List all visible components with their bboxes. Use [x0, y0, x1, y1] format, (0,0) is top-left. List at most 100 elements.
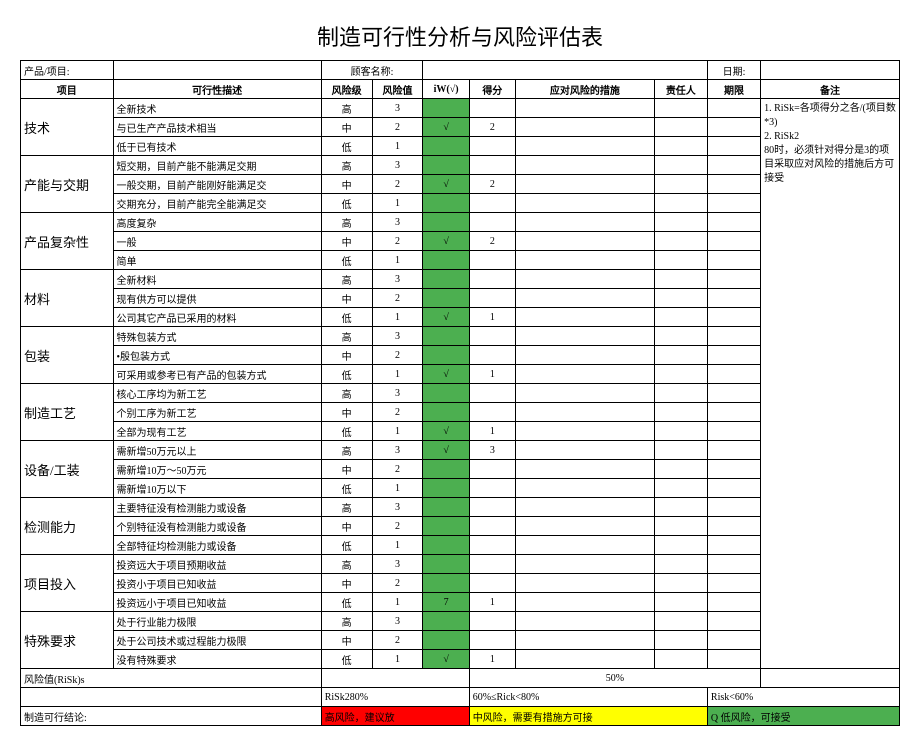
risk-value-cell: 3	[372, 270, 423, 289]
deadline-cell	[707, 308, 760, 327]
deadline-cell	[707, 270, 760, 289]
check-cell	[423, 346, 469, 365]
check-cell	[423, 555, 469, 574]
measures-cell	[515, 441, 654, 460]
desc-cell: 一般	[113, 232, 321, 251]
owner-cell	[654, 194, 707, 213]
check-cell	[423, 251, 469, 270]
risk-level-cell: 低	[321, 422, 372, 441]
owner-cell	[654, 175, 707, 194]
group-name: 设备/工装	[21, 441, 114, 498]
risk-value-cell: 3	[372, 441, 423, 460]
check-cell	[423, 156, 469, 175]
risk-value-cell: 3	[372, 555, 423, 574]
measures-cell	[515, 327, 654, 346]
deadline-cell	[707, 403, 760, 422]
measures-cell	[515, 346, 654, 365]
col-desc: 可行性描述	[113, 80, 321, 99]
score-cell	[469, 536, 515, 555]
risk-value-cell: 3	[372, 213, 423, 232]
deadline-cell	[707, 194, 760, 213]
score-cell	[469, 194, 515, 213]
desc-cell: 现有供方可以提供	[113, 289, 321, 308]
check-cell	[423, 498, 469, 517]
check-cell	[423, 289, 469, 308]
owner-cell	[654, 156, 707, 175]
check-cell	[423, 137, 469, 156]
desc-cell: 与已生产产品技术相当	[113, 118, 321, 137]
deadline-cell	[707, 289, 760, 308]
owner-cell	[654, 213, 707, 232]
conclusion-row: 制造可行结论: 高风险，建议放 中风险，需要有措施方可接 Q 低风险，可接受	[21, 707, 900, 726]
owner-cell	[654, 422, 707, 441]
deadline-cell	[707, 327, 760, 346]
check-cell	[423, 460, 469, 479]
col-owner: 责任人	[654, 80, 707, 99]
desc-cell: 简单	[113, 251, 321, 270]
check-cell	[423, 612, 469, 631]
owner-cell	[654, 441, 707, 460]
owner-cell	[654, 517, 707, 536]
measures-cell	[515, 175, 654, 194]
owner-cell	[654, 346, 707, 365]
owner-cell	[654, 403, 707, 422]
risk-value-cell: 3	[372, 498, 423, 517]
desc-cell: 短交期，目前产能不能满足交期	[113, 156, 321, 175]
desc-cell: 需新增50万元以上	[113, 441, 321, 460]
owner-cell	[654, 365, 707, 384]
owner-cell	[654, 574, 707, 593]
measures-cell	[515, 156, 654, 175]
desc-cell: 投资远小于项目已知收益	[113, 593, 321, 612]
desc-cell: 一般交期，目前产能刚好能满足交	[113, 175, 321, 194]
check-cell: √	[423, 308, 469, 327]
check-cell	[423, 270, 469, 289]
risk-value-cell: 2	[372, 175, 423, 194]
desc-cell: 低于已有技术	[113, 137, 321, 156]
risk-table: 产品/项目: 顾客名称: 日期: 项目 可行性描述 风险级 风险值 iW(√) …	[20, 60, 900, 726]
desc-cell: 投资小于项目已知收益	[113, 574, 321, 593]
deadline-cell	[707, 156, 760, 175]
col-check: iW(√)	[423, 80, 469, 99]
risk-level-cell: 低	[321, 308, 372, 327]
col-risk-level: 风险级	[321, 80, 372, 99]
risk-level-cell: 中	[321, 460, 372, 479]
check-cell	[423, 403, 469, 422]
owner-cell	[654, 118, 707, 137]
score-cell	[469, 517, 515, 536]
col-measures: 应对风险的措施	[515, 80, 654, 99]
score-cell	[469, 479, 515, 498]
risk-level-cell: 低	[321, 365, 372, 384]
col-deadline: 期限	[707, 80, 760, 99]
risk-value-cell: 2	[372, 574, 423, 593]
check-cell: √	[423, 365, 469, 384]
page-title: 制造可行性分析与风险评估表	[20, 20, 900, 52]
score-cell	[469, 156, 515, 175]
conclusion-low: Q 低风险，可接受	[707, 707, 899, 726]
risk-value-cell: 3	[372, 327, 423, 346]
risk-level-cell: 中	[321, 517, 372, 536]
product-value	[113, 61, 321, 80]
measures-cell	[515, 498, 654, 517]
owner-cell	[654, 498, 707, 517]
group-name: 产能与交期	[21, 156, 114, 213]
risk-level-cell: 高	[321, 384, 372, 403]
check-cell	[423, 517, 469, 536]
score-cell	[469, 460, 515, 479]
owner-cell	[654, 555, 707, 574]
date-value	[761, 61, 900, 80]
risk-value-cell: 1	[372, 194, 423, 213]
measures-cell	[515, 612, 654, 631]
owner-cell	[654, 289, 707, 308]
risk-value-cell: 1	[372, 308, 423, 327]
deadline-cell	[707, 650, 760, 669]
desc-cell: 公司其它产品已采用的材料	[113, 308, 321, 327]
risk-value-cell: 1	[372, 422, 423, 441]
measures-cell	[515, 460, 654, 479]
deadline-cell	[707, 346, 760, 365]
measures-cell	[515, 289, 654, 308]
threshold-low: Risk<60%	[707, 688, 899, 707]
desc-cell: 高度复杂	[113, 213, 321, 232]
group-name: 特殊要求	[21, 612, 114, 669]
check-cell	[423, 536, 469, 555]
score-cell	[469, 346, 515, 365]
